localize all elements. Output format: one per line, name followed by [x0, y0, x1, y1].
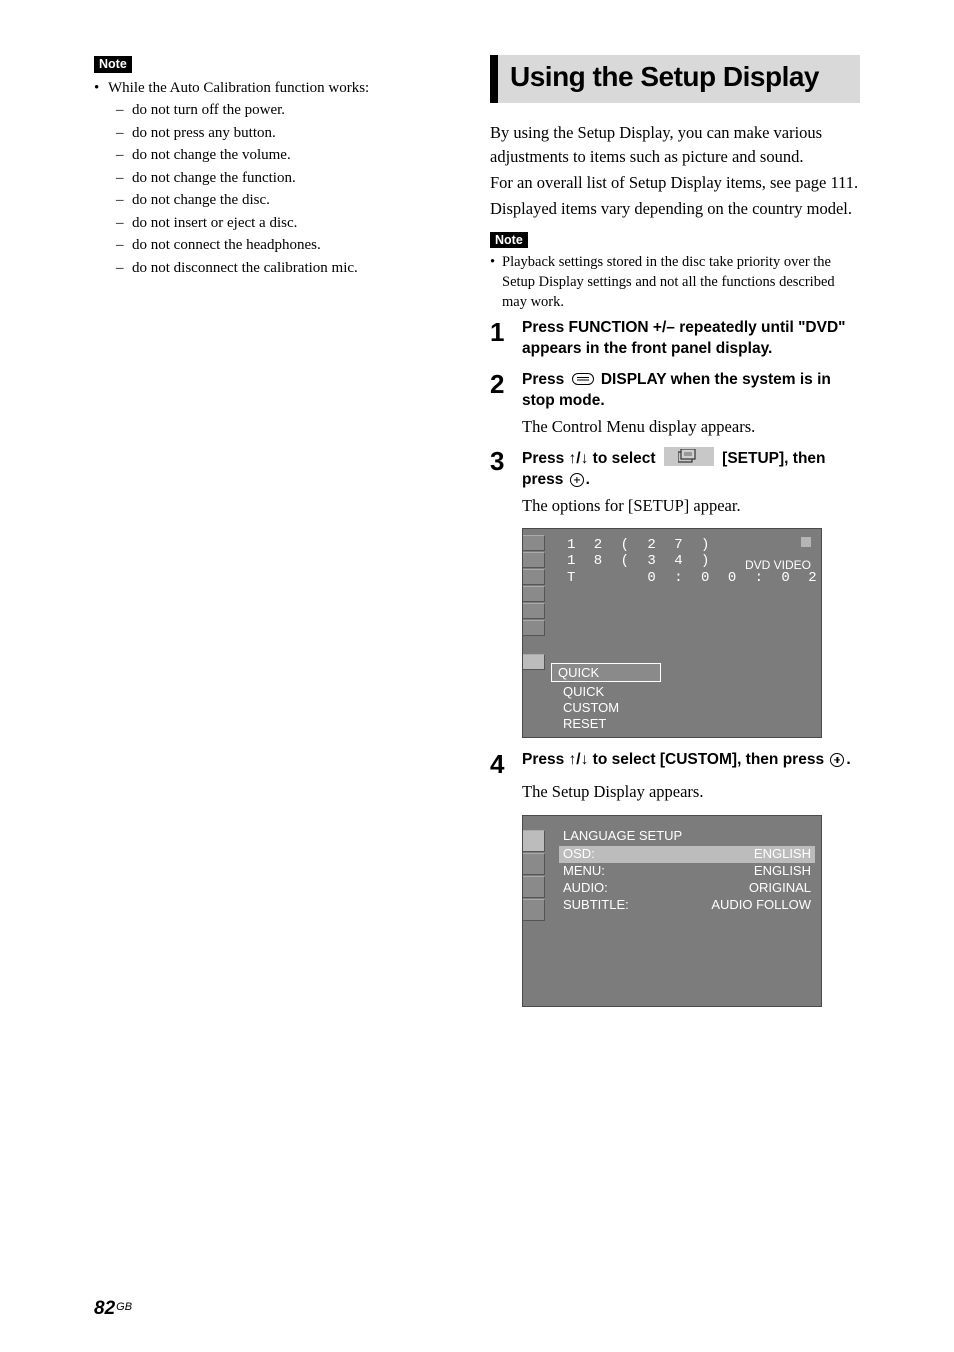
- counter-line: 1 2 ( 2 7 ): [567, 537, 714, 553]
- step-2: 2 Press DISPLAY when the system is in st…: [490, 370, 860, 412]
- osd-side-tabs: [523, 830, 545, 921]
- step-1-instruction: Press FUNCTION +/– repeatedly until "DVD…: [522, 318, 860, 360]
- step-2-instruction: Press DISPLAY when the system is in stop…: [522, 370, 860, 412]
- osd-row-label: MENU:: [563, 863, 605, 880]
- page-number-value: 82: [94, 1298, 115, 1319]
- step-3: 3 Press / to select [SETUP], then press …: [490, 447, 860, 491]
- osd-tab: [523, 535, 545, 551]
- osd-setup-menu: 1 2 ( 2 7 ) 1 8 ( 3 4 ) T 0 : 0 0 : 0 2 …: [522, 528, 822, 738]
- setup-chip-icon: [664, 447, 714, 466]
- section-heading-text: Using the Setup Display: [510, 61, 850, 93]
- step-number: 4: [490, 750, 522, 777]
- osd-media-label: DVD VIDEO: [745, 558, 811, 572]
- step-text: Press: [522, 751, 569, 768]
- dash-item: –do not change the function.: [116, 167, 462, 190]
- osd-tab: [523, 876, 545, 898]
- display-icon: [572, 373, 594, 385]
- step-text: Press: [522, 450, 569, 467]
- osd-tab: [523, 586, 545, 602]
- osd-row-value: ENGLISH: [754, 863, 811, 880]
- enter-icon: [570, 473, 584, 487]
- osd-row-selected: OSD: ENGLISH: [559, 846, 815, 863]
- osd-menu-item: QUICK: [563, 684, 619, 700]
- osd-menu-item: RESET: [563, 716, 619, 732]
- intro-paragraph: For an overall list of Setup Display ite…: [490, 171, 860, 195]
- osd-row-value: ENGLISH: [754, 846, 811, 863]
- osd-tab: [523, 569, 545, 585]
- osd-tab: [523, 620, 545, 636]
- osd-tab: [523, 552, 545, 568]
- dash-item: –do not insert or eject a disc.: [116, 212, 462, 235]
- osd-tab: [523, 899, 545, 921]
- intro-paragraph: By using the Setup Display, you can make…: [490, 121, 860, 169]
- dash-text: do not disconnect the calibration mic.: [132, 257, 358, 280]
- dash-text: do not turn off the power.: [132, 99, 285, 122]
- step-2-result: The Control Menu display appears.: [522, 415, 860, 439]
- osd-menu-list: QUICK CUSTOM RESET: [563, 684, 619, 733]
- dash-item: –do not turn off the power.: [116, 99, 462, 122]
- page-number-suffix: GB: [116, 1301, 132, 1313]
- dash-text: do not insert or eject a disc.: [132, 212, 297, 235]
- dash-text: do not connect the headphones.: [132, 234, 321, 257]
- section-heading: Using the Setup Display: [490, 55, 860, 103]
- step-3-instruction: Press / to select [SETUP], then press .: [522, 447, 860, 491]
- dash-item: –do not disconnect the calibration mic.: [116, 257, 462, 280]
- osd-header: LANGUAGE SETUP: [563, 828, 811, 845]
- step-text: .: [586, 471, 590, 488]
- dash-text: do not change the disc.: [132, 189, 270, 212]
- step-3-result: The options for [SETUP] appear.: [522, 494, 860, 518]
- step-text: Press: [522, 371, 569, 388]
- osd-row-value: ORIGINAL: [749, 880, 811, 897]
- dash-item: –do not change the volume.: [116, 144, 462, 167]
- dash-text: do not change the function.: [132, 167, 296, 190]
- osd-row-label: SUBTITLE:: [563, 897, 629, 914]
- dash-text: do not press any button.: [132, 122, 276, 145]
- counter-line: 1 8 ( 3 4 ): [567, 553, 714, 569]
- note-body: •Playback settings stored in the disc ta…: [490, 252, 860, 312]
- page-number: 82GB: [94, 1298, 132, 1320]
- osd-tab-selected: [523, 654, 545, 670]
- osd-tab: [523, 853, 545, 875]
- step-4-instruction: Press / to select [CUSTOM], then press .: [522, 750, 851, 777]
- dash-text: do not change the volume.: [132, 144, 291, 167]
- osd-row: SUBTITLE: AUDIO FOLLOW: [563, 897, 811, 914]
- note-body-text: Playback settings stored in the disc tak…: [502, 252, 860, 312]
- intro-paragraph: Displayed items vary depending on the co…: [490, 197, 860, 221]
- enter-icon: [830, 753, 844, 767]
- step-text: .: [846, 751, 850, 768]
- left-bullet: •While the Auto Calibration function wor…: [94, 77, 462, 100]
- osd-row: MENU: ENGLISH: [563, 863, 811, 880]
- step-text: to select [CUSTOM], then press: [588, 751, 828, 768]
- osd-side-tabs: [523, 535, 545, 670]
- step-number: 2: [490, 370, 522, 412]
- dash-item: –do not press any button.: [116, 122, 462, 145]
- osd-row-label: AUDIO:: [563, 880, 608, 897]
- osd-content: LANGUAGE SETUP OSD:ENGLISH MENU:ENGLISH …: [563, 828, 811, 913]
- left-bullet-text: While the Auto Calibration function work…: [108, 77, 369, 100]
- dash-item: –do not change the disc.: [116, 189, 462, 212]
- note-badge-right: Note: [490, 232, 528, 249]
- dash-item: –do not connect the headphones.: [116, 234, 462, 257]
- osd-row: AUDIO: ORIGINAL: [563, 880, 811, 897]
- step-number: 1: [490, 318, 522, 360]
- osd-row-value: AUDIO FOLLOW: [711, 897, 811, 914]
- step-4: 4 Press / to select [CUSTOM], then press…: [490, 750, 860, 777]
- osd-selected-box: QUICK: [551, 663, 661, 682]
- note-badge-left: Note: [94, 56, 132, 73]
- osd-menu-item: CUSTOM: [563, 700, 619, 716]
- counter-line: T 0 : 0 0 : 0 2: [567, 570, 822, 586]
- osd-language-setup: LANGUAGE SETUP OSD:ENGLISH MENU:ENGLISH …: [522, 815, 822, 1007]
- osd-tab: [523, 603, 545, 619]
- step-1: 1 Press FUNCTION +/– repeatedly until "D…: [490, 318, 860, 360]
- step-4-result: The Setup Display appears.: [522, 780, 860, 804]
- osd-tab-selected: [523, 830, 545, 852]
- step-text: to select: [588, 450, 660, 467]
- osd-row-label: OSD:: [563, 846, 595, 863]
- step-number: 3: [490, 447, 522, 491]
